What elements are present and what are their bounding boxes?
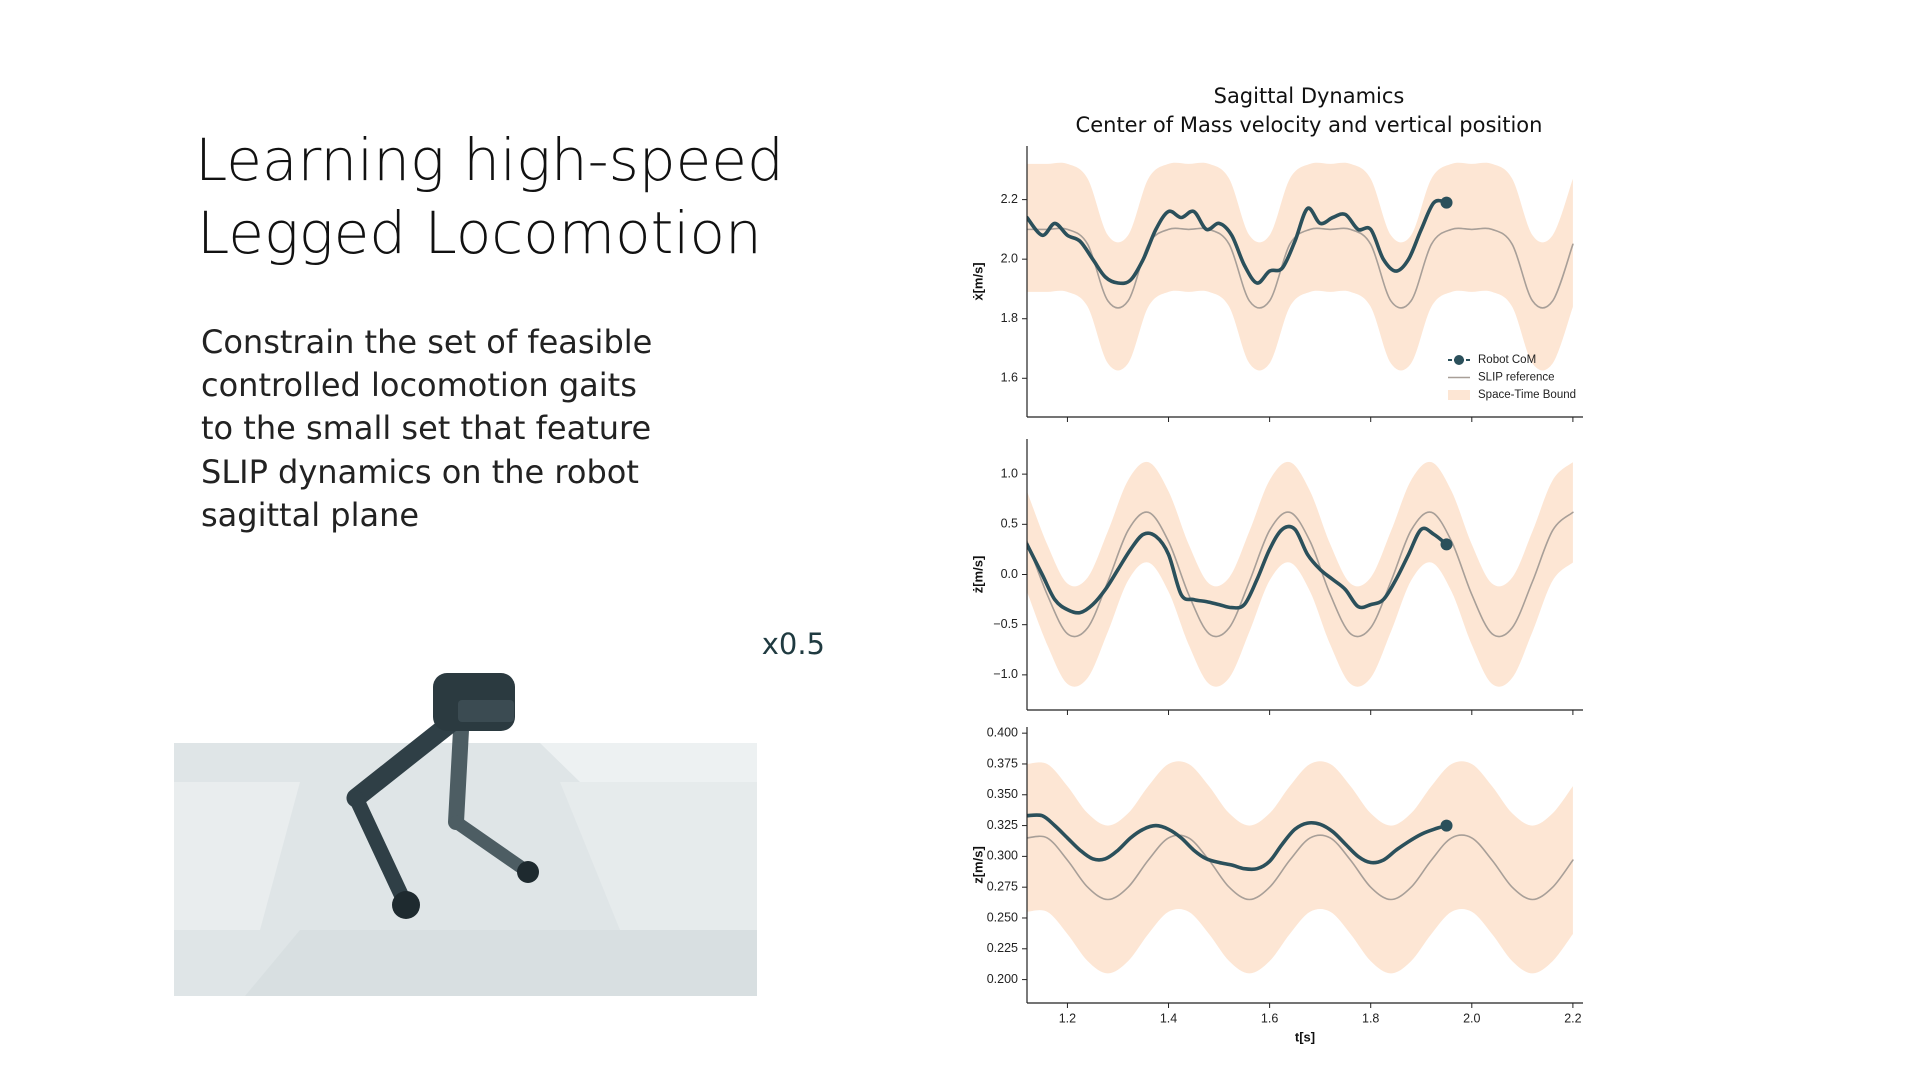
reference-line <box>1027 834 1574 901</box>
legend-swatch <box>1448 390 1470 400</box>
x-axis-label: t[s] <box>1295 1029 1315 1044</box>
legend: Robot CoM SLIP reference Space-Time Bound <box>1448 354 1576 401</box>
y-tick-label: 0.300 <box>987 849 1018 863</box>
bound-band <box>1027 761 1573 974</box>
robot-foot <box>517 861 539 883</box>
legend-marker <box>1454 355 1464 365</box>
y-tick-label: −1.0 <box>993 667 1018 681</box>
y-tick-label: 0.325 <box>987 818 1018 832</box>
figure-title: Sagittal Dynamics <box>1214 84 1405 108</box>
bound-band <box>1027 461 1573 687</box>
chart: −1.0 −0.5 0.0 0.5 1.0 ż[m/s] <box>970 439 1583 715</box>
y-tick-label: 0.0 <box>1001 567 1018 581</box>
slide-body-line: sagittal plane <box>201 496 419 534</box>
y-tick-label: 0.225 <box>987 941 1018 955</box>
y-axis-label: z[m/s] <box>970 846 985 884</box>
robot-foot <box>392 891 420 919</box>
y-tick-label: 0.375 <box>987 756 1018 770</box>
plot-area <box>1027 761 1574 974</box>
chart: 0.200 0.225 0.250 0.275 0.300 0.325 0.350 0.375… <box>970 725 1583 1044</box>
robot-body-panel <box>458 700 514 722</box>
robot-leg <box>348 790 413 911</box>
y-tick-label: 1.8 <box>1001 311 1018 325</box>
bound-band <box>1027 162 1573 371</box>
y-tick-label: 1.6 <box>1001 371 1018 385</box>
x-tick-label: 1.4 <box>1160 1011 1177 1025</box>
floor-tile <box>245 930 757 996</box>
y-axis-label: ż[m/s] <box>970 556 985 594</box>
playback-speed: x0.5 <box>762 627 825 661</box>
robot-video <box>174 673 757 996</box>
robot-leg <box>346 712 462 808</box>
robot-line <box>1027 524 1449 615</box>
legend-label: Space-Time Bound <box>1478 389 1576 401</box>
slide-title-line: Learning high-speed <box>195 126 784 194</box>
y-tick-label: 2.0 <box>1001 251 1018 265</box>
y-tick-label: −0.5 <box>993 617 1018 631</box>
reference-line <box>1027 511 1574 638</box>
end-marker <box>1440 196 1453 209</box>
y-tick-label: 0.200 <box>987 972 1018 986</box>
slide-title-line: Legged Locomotion <box>197 199 762 267</box>
y-tick-label: 0.275 <box>987 879 1018 893</box>
slide-body-line: to the small set that feature <box>201 409 651 447</box>
figure-subtitle: Center of Mass velocity and vertical pos… <box>1076 113 1543 137</box>
y-tick-label: 0.250 <box>987 910 1018 924</box>
floor-tile <box>560 782 757 930</box>
robot-leg <box>449 815 535 879</box>
x-tick-label: 2.2 <box>1564 1011 1581 1025</box>
robot-line <box>1027 198 1449 286</box>
reference-line <box>1027 227 1574 309</box>
end-marker <box>1440 819 1453 832</box>
plot-area <box>1027 162 1574 371</box>
x-tick-label: 1.6 <box>1261 1011 1278 1025</box>
y-axis-label: ẋ[m/s] <box>970 262 985 300</box>
y-tick-label: 1.0 <box>1001 466 1018 480</box>
y-tick-label: 0.5 <box>1001 517 1018 531</box>
plot-area <box>1027 461 1574 687</box>
x-tick-label: 2.0 <box>1463 1011 1480 1025</box>
robot-line <box>1027 813 1449 872</box>
end-marker <box>1440 538 1453 551</box>
slide-body-line: SLIP dynamics on the robot <box>201 453 639 491</box>
floor-tile <box>174 743 757 782</box>
x-tick-label: 1.8 <box>1362 1011 1379 1025</box>
slide-body-line: Constrain the set of feasible <box>201 323 652 361</box>
slide-body-line: controlled locomotion gaits <box>201 366 637 404</box>
y-tick-label: 0.350 <box>987 787 1018 801</box>
legend-label: Robot CoM <box>1478 354 1536 366</box>
y-tick-label: 2.2 <box>1001 192 1018 206</box>
x-tick-label: 1.2 <box>1059 1011 1076 1025</box>
legend-label: SLIP reference <box>1478 372 1555 384</box>
chart: 1.6 1.8 2.0 2.2 ẋ[m/s] Robot CoM SLIP referenc… <box>970 146 1583 422</box>
y-tick-label: 0.400 <box>987 725 1018 739</box>
floor-tile <box>174 782 300 930</box>
